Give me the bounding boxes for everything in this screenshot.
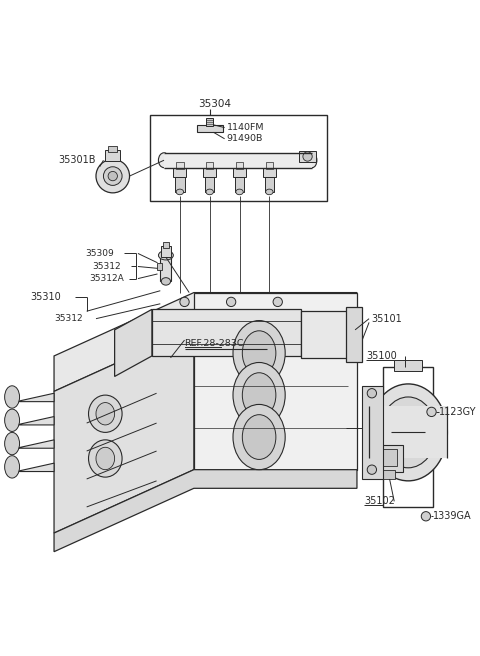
Bar bbox=[205, 177, 215, 192]
Polygon shape bbox=[194, 293, 357, 470]
Polygon shape bbox=[12, 463, 54, 472]
Ellipse shape bbox=[5, 432, 20, 455]
Polygon shape bbox=[12, 417, 54, 426]
Bar bbox=[105, 150, 120, 161]
Ellipse shape bbox=[5, 386, 20, 408]
Text: 35102: 35102 bbox=[364, 497, 396, 506]
Polygon shape bbox=[54, 293, 357, 392]
Bar bbox=[383, 367, 433, 507]
Ellipse shape bbox=[242, 331, 276, 375]
Bar bbox=[369, 406, 447, 459]
Polygon shape bbox=[301, 311, 348, 358]
Bar bbox=[160, 255, 171, 281]
Circle shape bbox=[427, 407, 436, 417]
Bar bbox=[375, 445, 403, 472]
Ellipse shape bbox=[233, 363, 285, 428]
Bar bbox=[236, 162, 243, 169]
Text: 1123GY: 1123GY bbox=[439, 407, 477, 417]
Ellipse shape bbox=[5, 409, 20, 432]
Polygon shape bbox=[361, 386, 383, 479]
Bar bbox=[157, 263, 162, 270]
Ellipse shape bbox=[88, 440, 122, 477]
Polygon shape bbox=[115, 310, 152, 377]
Circle shape bbox=[273, 297, 282, 306]
Circle shape bbox=[367, 388, 376, 398]
Bar bbox=[150, 115, 327, 201]
Text: 35309: 35309 bbox=[85, 249, 114, 258]
Bar bbox=[173, 168, 186, 177]
Polygon shape bbox=[12, 440, 54, 449]
Bar bbox=[206, 162, 214, 169]
Text: 35310: 35310 bbox=[31, 292, 61, 302]
Bar bbox=[197, 125, 223, 133]
Ellipse shape bbox=[308, 153, 317, 168]
Circle shape bbox=[367, 465, 376, 474]
Text: 35312: 35312 bbox=[54, 314, 83, 323]
Text: 1339GA: 1339GA bbox=[433, 511, 472, 522]
Polygon shape bbox=[152, 310, 301, 356]
Bar bbox=[394, 359, 422, 371]
Ellipse shape bbox=[5, 456, 20, 478]
Text: 1140FM: 1140FM bbox=[227, 123, 264, 132]
Bar bbox=[161, 246, 170, 257]
Polygon shape bbox=[12, 393, 54, 403]
Ellipse shape bbox=[233, 405, 285, 470]
Ellipse shape bbox=[303, 152, 312, 161]
Circle shape bbox=[108, 171, 118, 181]
Circle shape bbox=[103, 167, 122, 186]
Ellipse shape bbox=[390, 408, 427, 457]
Bar bbox=[163, 242, 168, 248]
Circle shape bbox=[421, 512, 431, 521]
Circle shape bbox=[227, 297, 236, 306]
Bar bbox=[264, 177, 274, 192]
Ellipse shape bbox=[242, 373, 276, 417]
Ellipse shape bbox=[176, 189, 183, 195]
Text: 35312: 35312 bbox=[92, 262, 121, 271]
Ellipse shape bbox=[96, 403, 115, 425]
Text: 91490B: 91490B bbox=[227, 134, 263, 143]
Ellipse shape bbox=[369, 384, 447, 481]
Text: 35301B: 35301B bbox=[59, 155, 96, 165]
Bar bbox=[203, 168, 216, 177]
Ellipse shape bbox=[236, 189, 243, 195]
Bar bbox=[164, 153, 312, 168]
Ellipse shape bbox=[161, 277, 170, 285]
Bar bbox=[378, 449, 397, 466]
Bar bbox=[299, 151, 316, 162]
Text: 35101: 35101 bbox=[371, 314, 402, 323]
Circle shape bbox=[96, 159, 130, 193]
Polygon shape bbox=[54, 328, 194, 533]
Polygon shape bbox=[54, 470, 357, 552]
Bar bbox=[175, 177, 184, 192]
Ellipse shape bbox=[380, 397, 436, 468]
Text: 35304: 35304 bbox=[199, 99, 231, 110]
Bar bbox=[108, 146, 118, 152]
Bar bbox=[233, 168, 246, 177]
Ellipse shape bbox=[158, 251, 173, 260]
Ellipse shape bbox=[242, 415, 276, 459]
Bar bbox=[382, 470, 395, 479]
Ellipse shape bbox=[88, 395, 122, 432]
Bar bbox=[176, 162, 183, 169]
Bar bbox=[206, 118, 214, 126]
Ellipse shape bbox=[233, 321, 285, 386]
Text: 35312A: 35312A bbox=[89, 274, 124, 283]
Ellipse shape bbox=[96, 447, 115, 470]
Text: REF.28-283C: REF.28-283C bbox=[184, 339, 244, 348]
Bar bbox=[263, 168, 276, 177]
Text: 35100: 35100 bbox=[366, 351, 397, 361]
Bar bbox=[235, 177, 244, 192]
Bar bbox=[265, 162, 273, 169]
Ellipse shape bbox=[206, 189, 214, 195]
Polygon shape bbox=[346, 306, 361, 363]
Ellipse shape bbox=[158, 153, 169, 168]
Ellipse shape bbox=[265, 189, 273, 195]
Circle shape bbox=[180, 297, 189, 306]
